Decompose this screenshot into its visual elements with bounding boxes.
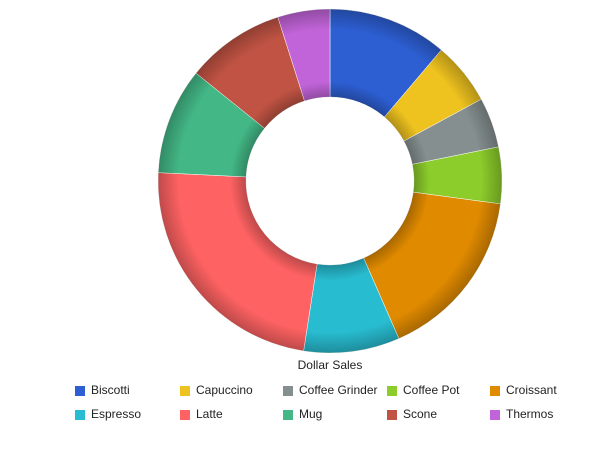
legend-label: Coffee Pot [403,383,460,397]
legend-label: Espresso [91,407,141,421]
legend-label: Biscotti [91,383,130,397]
legend-label: Coffee Grinder [299,383,378,397]
legend-swatch [180,386,190,396]
legend-swatch [387,410,397,420]
legend-label: Mug [299,407,322,421]
slice [157,172,318,352]
legend-label: Latte [196,407,223,421]
legend-swatch [75,410,85,420]
legend: Biscotti Capuccino Coffee Grinder Coffee Po… [75,383,557,421]
legend-swatch [387,386,397,396]
legend-label: Thermos [506,407,553,421]
legend-label: Capuccino [196,383,253,397]
legend-swatch [490,386,500,396]
legend-swatch [283,386,293,396]
legend-swatch [75,386,85,396]
legend-label: Scone [403,407,437,421]
legend-label: Croissant [506,383,557,397]
legend-swatch [180,410,190,420]
chart-title: Dollar Sales [298,358,363,372]
legend-swatch [490,410,500,420]
slices [157,8,503,354]
legend-swatch [283,410,293,420]
